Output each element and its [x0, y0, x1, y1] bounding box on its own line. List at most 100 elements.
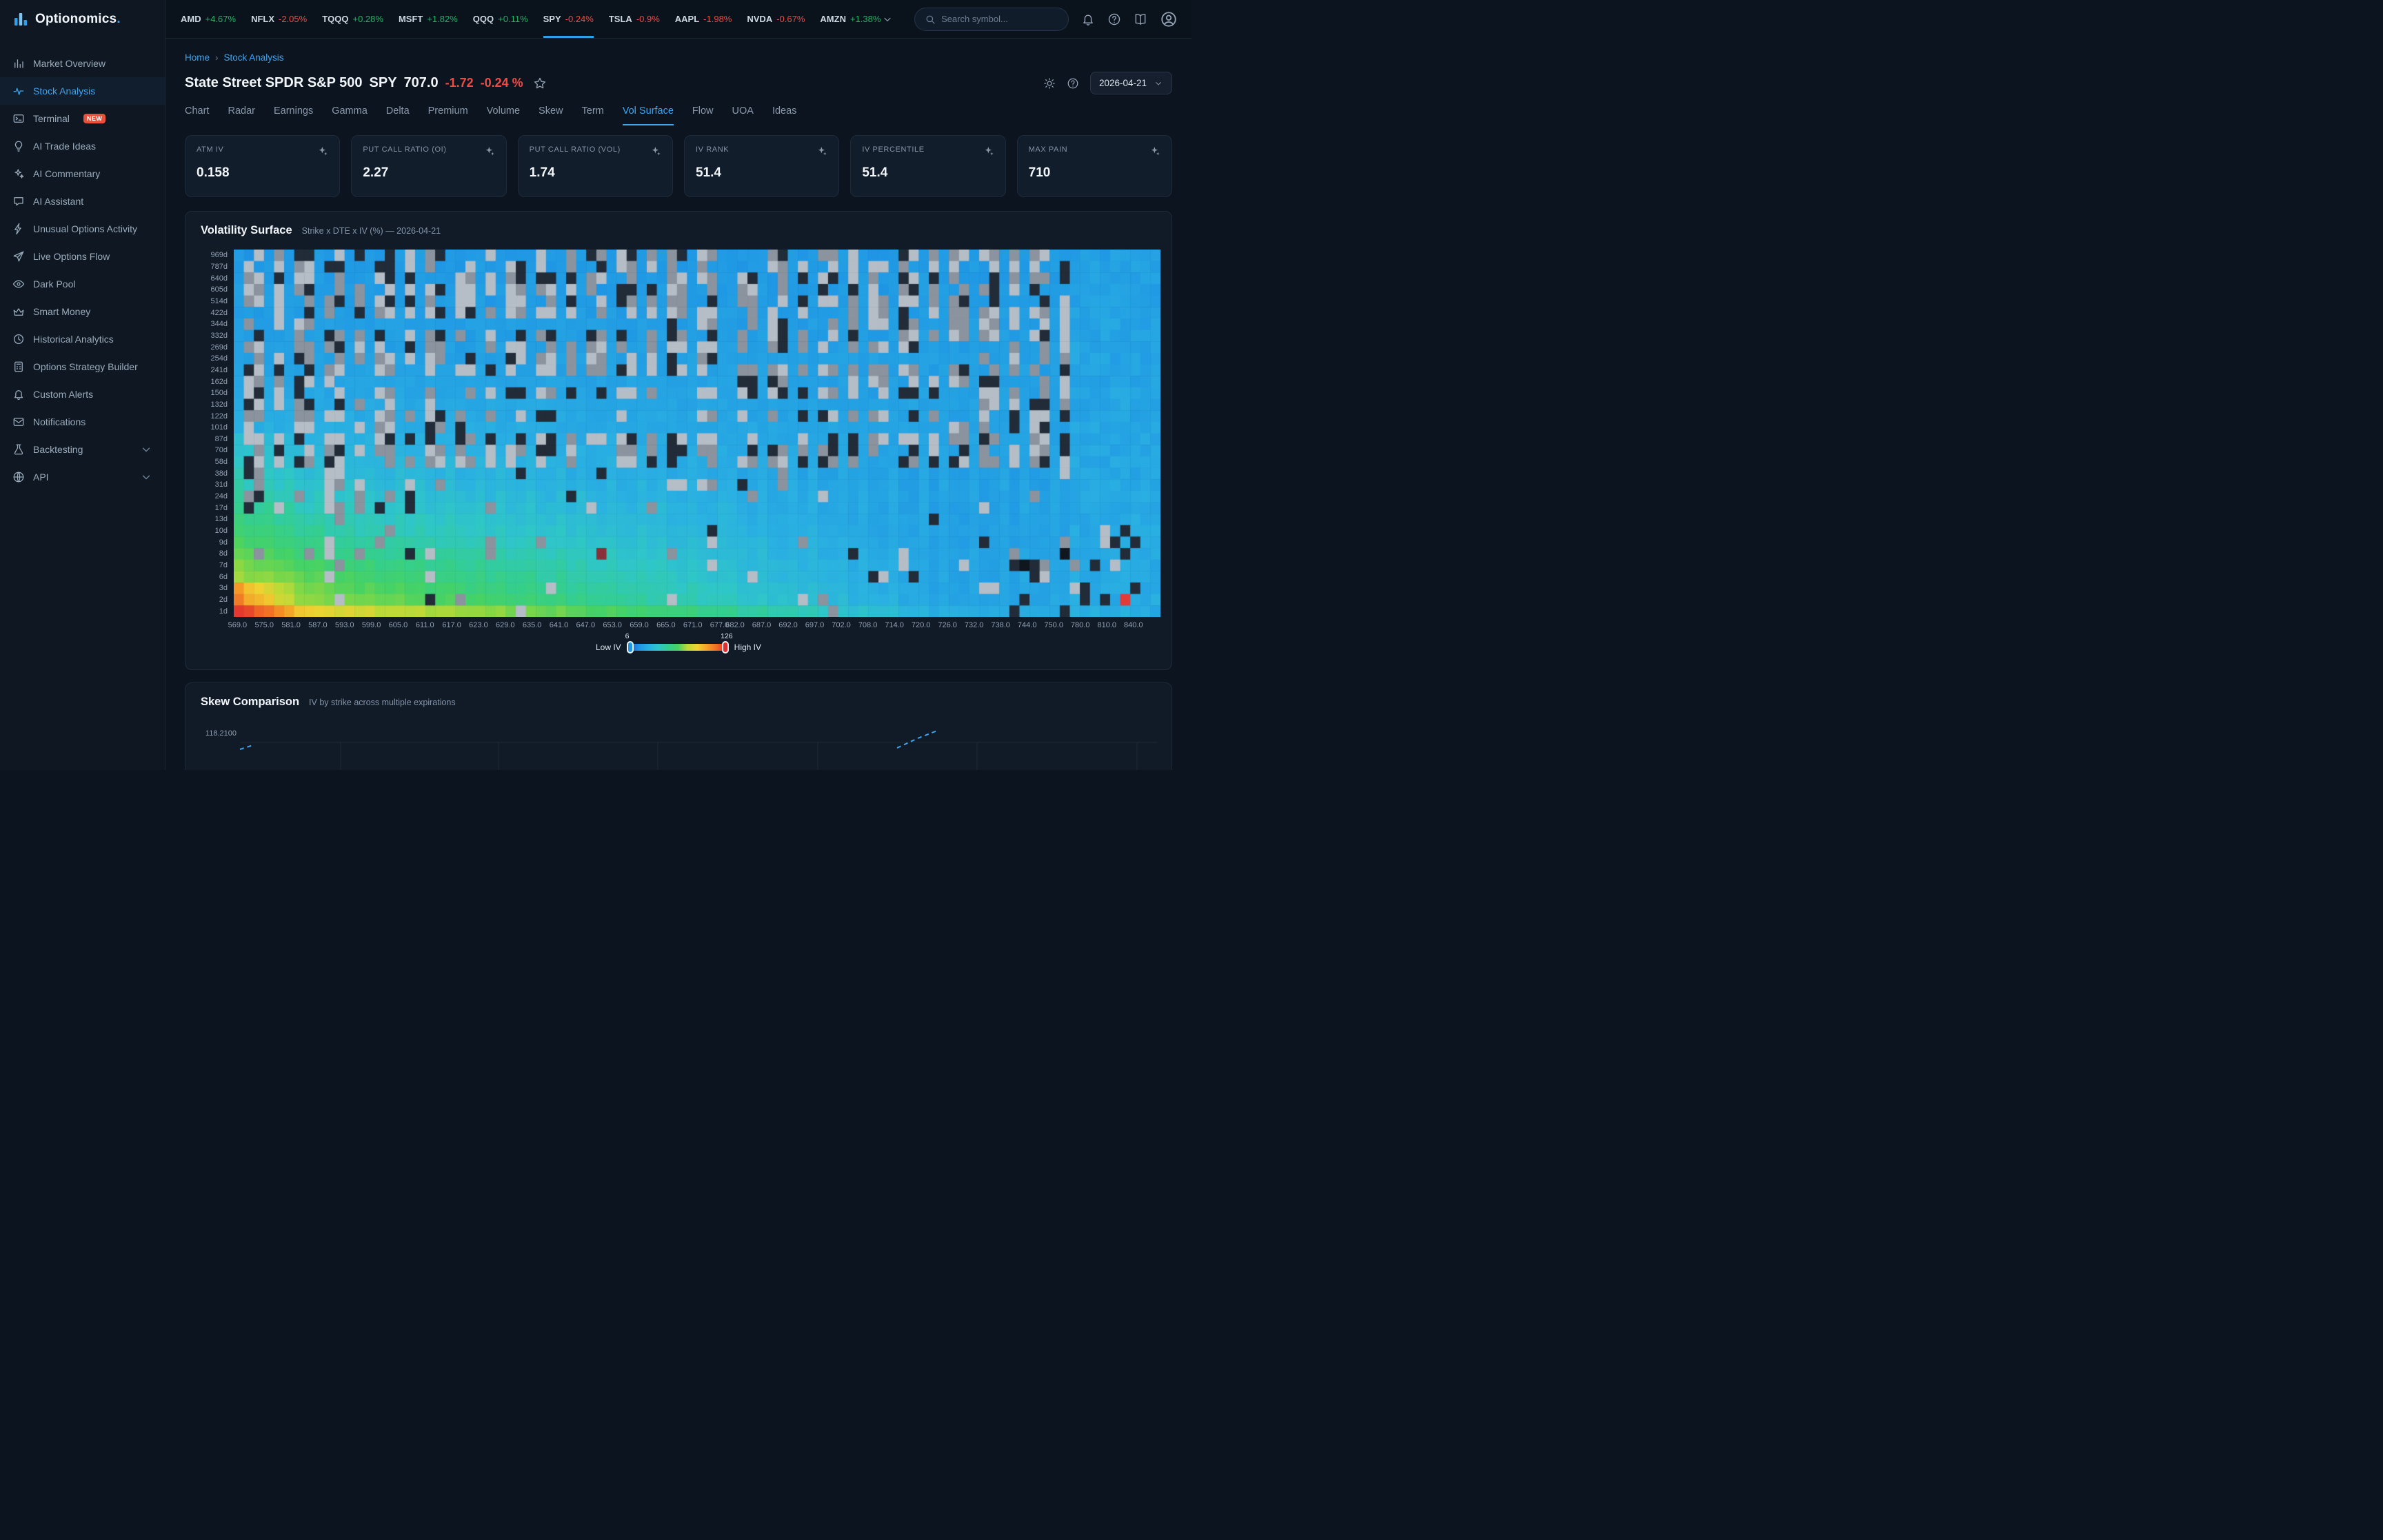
heatmap-col-label: 750.0	[1044, 621, 1063, 629]
sparkle-icon[interactable]	[1149, 145, 1160, 156]
tab-chart[interactable]: Chart	[185, 105, 209, 125]
docs-book-icon[interactable]	[1134, 12, 1147, 26]
sidebar-item-ai-trade-ideas[interactable]: AI Trade Ideas	[0, 132, 165, 160]
heatmap-row-label: 31d	[215, 480, 228, 489]
stat-value: 51.4	[862, 165, 994, 181]
sidebar-item-label: API	[33, 472, 49, 483]
logo[interactable]: Optionomics.	[0, 0, 165, 39]
skew-subtitle: IV by strike across multiple expirations	[309, 698, 456, 707]
breadcrumb-current-link[interactable]: Stock Analysis	[224, 52, 284, 63]
tab-volume[interactable]: Volume	[487, 105, 520, 125]
ticker-aapl[interactable]: AAPL-1.98%	[675, 0, 732, 38]
sidebar-item-terminal[interactable]: TerminalNEW	[0, 105, 165, 132]
ticker-tsla[interactable]: TSLA-0.9%	[609, 0, 660, 38]
sidebar-item-live-options-flow[interactable]: Live Options Flow	[0, 243, 165, 270]
tab-gamma[interactable]: Gamma	[332, 105, 368, 125]
iv-color-scale-slider[interactable]: 6 126	[630, 644, 726, 651]
sparkle-icon[interactable]	[317, 145, 328, 156]
ticker-more-chevron-icon[interactable]	[882, 14, 893, 25]
heatmap-col-label: 617.0	[442, 621, 461, 629]
tab-uoa[interactable]: UOA	[732, 105, 754, 125]
ticker-symbol: AMD	[181, 14, 201, 24]
ticker-nflx[interactable]: NFLX-2.05%	[251, 0, 307, 38]
sparkle-icon[interactable]	[983, 145, 994, 156]
sparkle-icon[interactable]	[816, 145, 827, 156]
ticker-tqqq[interactable]: TQQQ+0.28%	[322, 0, 383, 38]
stat-card-atm-iv: ATM IV0.158	[185, 135, 340, 197]
stat-label: IV RANK	[696, 145, 729, 154]
skew-plot[interactable]: 118.2100	[197, 724, 1160, 770]
sidebar-item-ai-assistant[interactable]: AI Assistant	[0, 188, 165, 215]
iv-scale-max-handle[interactable]	[722, 641, 729, 654]
tab-skew[interactable]: Skew	[539, 105, 563, 125]
tab-flow[interactable]: Flow	[692, 105, 714, 125]
sidebar-item-historical-analytics[interactable]: Historical Analytics	[0, 325, 165, 353]
user-avatar-icon[interactable]	[1160, 10, 1178, 28]
favorite-star-icon[interactable]	[533, 77, 547, 90]
stat-label: ATM IV	[197, 145, 223, 154]
sidebar-item-api[interactable]: API	[0, 463, 165, 491]
tab-earnings[interactable]: Earnings	[274, 105, 313, 125]
ticker-change: +1.38%	[850, 14, 881, 24]
heatmap-row-label: 132d	[211, 401, 228, 409]
sidebar-item-unusual-options-activity[interactable]: Unusual Options Activity	[0, 215, 165, 243]
symbol-search[interactable]	[914, 8, 1069, 31]
sidebar-item-custom-alerts[interactable]: Custom Alerts	[0, 381, 165, 408]
sparkle-icon[interactable]	[650, 145, 661, 156]
stat-card-head: MAX PAIN	[1029, 145, 1160, 156]
ticker-symbol: TSLA	[609, 14, 632, 24]
heatmap-row-label: 58d	[215, 458, 228, 466]
breadcrumb-home-link[interactable]: Home	[185, 52, 210, 63]
page-help-icon[interactable]	[1067, 77, 1079, 90]
ticker-amd[interactable]: AMD+4.67%	[181, 0, 236, 38]
pulse-icon	[12, 85, 25, 97]
iv-scale-min-handle[interactable]	[627, 641, 634, 654]
expiration-date-picker[interactable]: 2026-04-21	[1090, 72, 1172, 94]
ticker-nvda[interactable]: NVDA-0.67%	[747, 0, 805, 38]
ticker-spy[interactable]: SPY-0.24%	[543, 0, 594, 38]
terminal-icon	[12, 112, 25, 125]
theme-toggle-icon[interactable]	[1043, 77, 1056, 90]
tab-ideas[interactable]: Ideas	[772, 105, 796, 125]
sidebar-item-dark-pool[interactable]: Dark Pool	[0, 270, 165, 298]
optionomics-app: { "app": { "name": "Optionomics", "suffi…	[0, 0, 1192, 770]
chevron-down-icon	[1154, 79, 1163, 88]
sidebar-item-backtesting[interactable]: Backtesting	[0, 436, 165, 463]
ticker-symbol: NVDA	[747, 14, 772, 24]
search-input[interactable]	[941, 14, 1058, 24]
ticker-msft[interactable]: MSFT+1.82%	[399, 0, 458, 38]
heatmap-row-label: 269d	[211, 343, 228, 352]
vol-surface-heatmap[interactable]	[234, 250, 1160, 617]
sidebar-item-label: Stock Analysis	[33, 85, 95, 97]
heatmap-row-label: 640d	[211, 274, 228, 283]
last-price: 707.0	[404, 75, 439, 91]
sidebar-item-label: Dark Pool	[33, 278, 75, 290]
skew-chart	[197, 724, 1159, 770]
sparkle-icon[interactable]	[484, 145, 495, 156]
tab-delta[interactable]: Delta	[386, 105, 410, 125]
tab-vol-surface[interactable]: Vol Surface	[623, 105, 674, 125]
topbar-right	[914, 8, 1178, 31]
heatmap-row-label: 8d	[219, 549, 228, 558]
tab-premium[interactable]: Premium	[428, 105, 468, 125]
ticker-amzn[interactable]: AMZN+1.38%	[820, 0, 881, 38]
ticker-symbol: MSFT	[399, 14, 423, 24]
sidebar-item-label: Terminal	[33, 113, 70, 124]
ticker-qqq[interactable]: QQQ+0.11%	[473, 0, 528, 38]
sidebar-item-market-overview[interactable]: Market Overview	[0, 50, 165, 77]
analysis-tabs: Chart Radar Earnings Gamma Delta Premium Volum…	[185, 105, 1172, 125]
ticker-change: +0.11%	[498, 14, 528, 24]
sidebar-item-label: Backtesting	[33, 444, 83, 455]
help-icon[interactable]	[1107, 12, 1121, 26]
topbar: AMD+4.67% NFLX-2.05% TQQQ+0.28% MSFT+1.82% Q…	[165, 0, 1192, 39]
sidebar-item-options-strategy-builder[interactable]: Options Strategy Builder	[0, 353, 165, 381]
tab-radar[interactable]: Radar	[228, 105, 255, 125]
sidebar-item-ai-commentary[interactable]: AI Commentary	[0, 160, 165, 188]
sidebar-item-notifications[interactable]: Notifications	[0, 408, 165, 436]
sidebar-item-stock-analysis[interactable]: Stock Analysis	[0, 77, 165, 105]
sidebar-item-smart-money[interactable]: Smart Money	[0, 298, 165, 325]
skew-comparison-card: Skew Comparison IV by strike across mult…	[185, 682, 1172, 770]
stat-value: 1.74	[530, 165, 661, 181]
tab-term[interactable]: Term	[582, 105, 604, 125]
notifications-bell-icon[interactable]	[1081, 12, 1095, 26]
